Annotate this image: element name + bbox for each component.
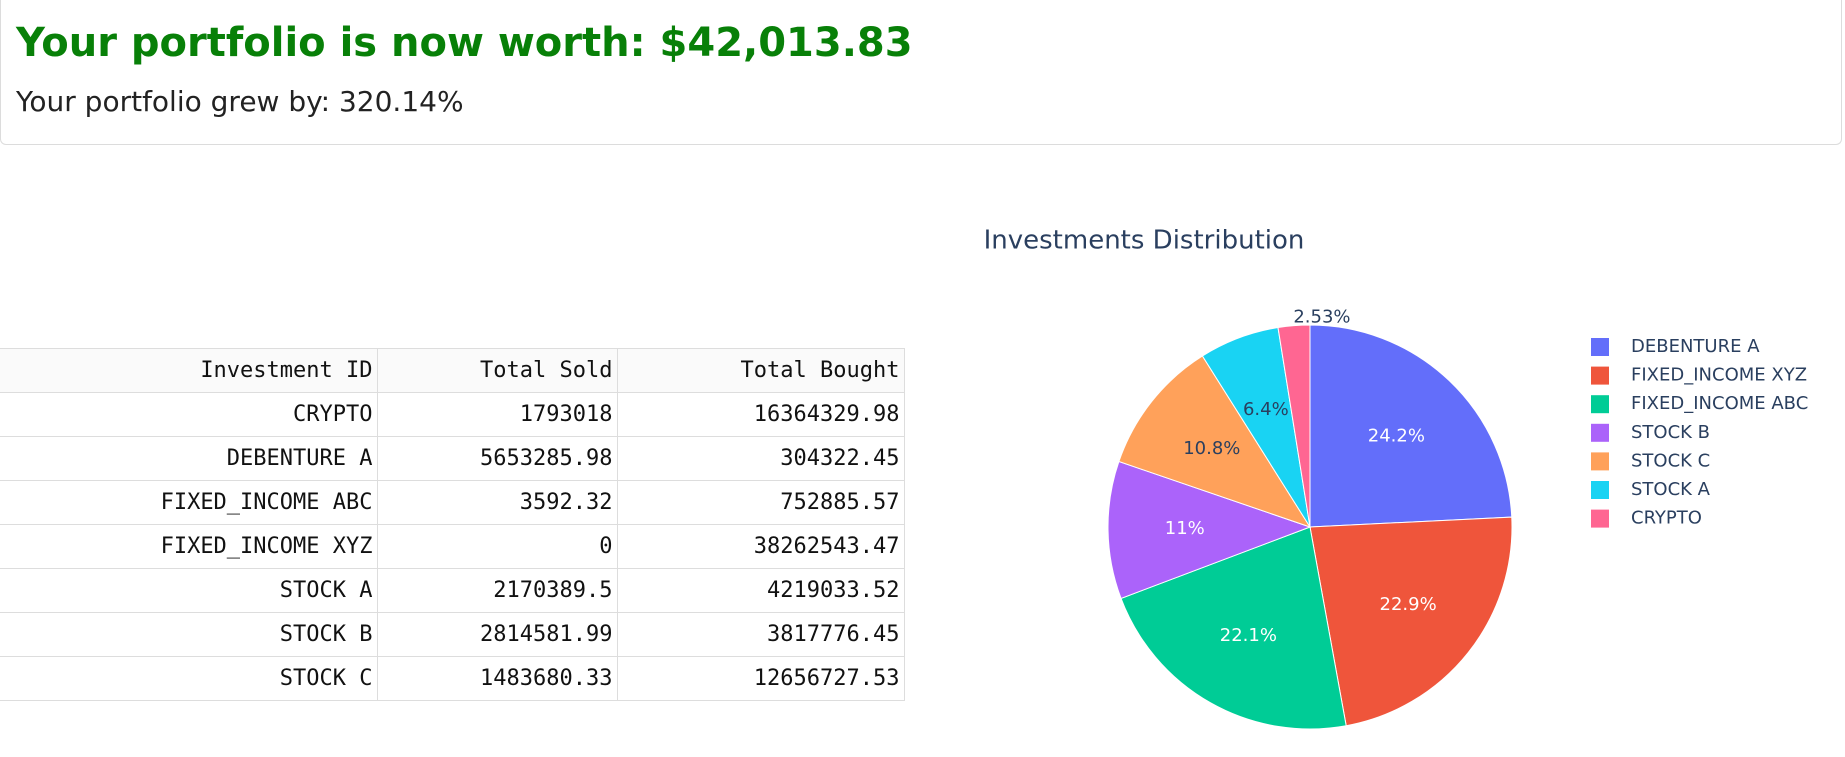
column-header: Total Sold bbox=[376, 348, 618, 393]
portfolio-worth: Your portfolio is now worth: $42,013.83 bbox=[16, 20, 913, 66]
legend-label: FIXED_INCOME ABC bbox=[1631, 393, 1808, 414]
legend-swatch bbox=[1591, 509, 1609, 528]
table-cell: STOCK B bbox=[0, 612, 378, 657]
table-cell: 1483680.33 bbox=[376, 656, 618, 701]
slice-label: 6.4% bbox=[1243, 399, 1289, 420]
table-body: CRYPTO 1793018 16364329.98 DEBENTURE A 56532… bbox=[0, 392, 905, 701]
legend-label: STOCK C bbox=[1631, 450, 1710, 471]
column-header: Total Bought bbox=[616, 348, 905, 393]
legend-label: STOCK A bbox=[1631, 479, 1711, 500]
header-row: Investment ID Total Sold Total Bought bbox=[0, 348, 905, 393]
slice-label: 24.2% bbox=[1368, 425, 1425, 446]
table-cell: 752885.57 bbox=[616, 480, 905, 525]
legend-swatch bbox=[1591, 366, 1609, 385]
table-cell: 3817776.45 bbox=[616, 612, 905, 657]
table-row: FIXED_INCOME XYZ 0 38262543.47 bbox=[0, 524, 905, 569]
table-cell: 12656727.53 bbox=[616, 656, 905, 701]
pie-slice bbox=[1309, 516, 1513, 727]
table-cell: 2170389.5 bbox=[376, 568, 618, 613]
table-cell: 3592.32 bbox=[376, 480, 618, 525]
legend-swatch bbox=[1591, 395, 1609, 414]
legend-swatch bbox=[1591, 338, 1609, 356]
table-cell: FIXED_INCOME XYZ bbox=[0, 524, 378, 569]
table-cell: 16364329.98 bbox=[616, 392, 905, 437]
table-row: STOCK B 2814581.99 3817776.45 bbox=[0, 612, 905, 657]
slice-label: 10.8% bbox=[1183, 438, 1240, 459]
table-row: CRYPTO 1793018 16364329.98 bbox=[0, 392, 905, 437]
table-row: STOCK C 1483680.33 12656727.53 bbox=[0, 656, 905, 701]
table-cell: 5653285.98 bbox=[376, 436, 618, 481]
table-cell: 304322.45 bbox=[616, 436, 905, 481]
slice-label: 22.9% bbox=[1380, 594, 1437, 615]
legend-swatch bbox=[1591, 423, 1609, 442]
table-cell: CRYPTO bbox=[0, 392, 378, 437]
investments-table: Investment ID Total Sold Total Bought CRYP… bbox=[0, 348, 905, 701]
table-cell: DEBENTURE A bbox=[0, 436, 378, 481]
slice-label: 22.1% bbox=[1220, 625, 1277, 646]
table-cell: 4219033.52 bbox=[616, 568, 905, 613]
table-row: DEBENTURE A 5653285.98 304322.45 bbox=[0, 436, 905, 481]
pie-slice bbox=[1107, 460, 1312, 600]
legend-label: FIXED_INCOME XYZ bbox=[1631, 365, 1807, 386]
table-cell: 1793018 bbox=[376, 392, 618, 437]
slice-label: 11% bbox=[1165, 518, 1205, 539]
legend-label: CRYPTO bbox=[1631, 508, 1702, 529]
slice-label: 2.53% bbox=[1293, 307, 1350, 328]
table-cell: 38262543.47 bbox=[616, 524, 905, 569]
legend-label: STOCK B bbox=[1631, 422, 1710, 443]
legend-swatch bbox=[1591, 452, 1609, 471]
table-cell: STOCK C bbox=[0, 656, 378, 701]
table-cell: STOCK A bbox=[0, 568, 378, 613]
pie-chart: Investments Distribution 24.2% 22.9% 22.1%… bbox=[984, 226, 1808, 730]
table-row: STOCK A 2170389.5 4219033.52 bbox=[0, 568, 905, 613]
table-cell: FIXED_INCOME ABC bbox=[0, 480, 378, 525]
legend-label: DEBENTURE A bbox=[1631, 336, 1760, 357]
legend-swatch bbox=[1591, 481, 1609, 499]
column-header: Investment ID bbox=[0, 348, 378, 393]
table-row: FIXED_INCOME ABC 3592.32 752885.57 bbox=[0, 480, 905, 525]
pie-slice bbox=[1277, 324, 1311, 528]
pie-slice bbox=[1309, 324, 1513, 528]
portfolio-growth: Your portfolio grew by: 320.14% bbox=[16, 85, 464, 118]
table-cell: 2814581.99 bbox=[376, 612, 618, 657]
chart-title: Investments Distribution bbox=[984, 226, 1305, 256]
pie-slice bbox=[1118, 355, 1312, 528]
table-cell: 0 bbox=[376, 524, 618, 569]
summary-card: Your portfolio is now worth: $42,013.83 … bbox=[0, 0, 1842, 145]
